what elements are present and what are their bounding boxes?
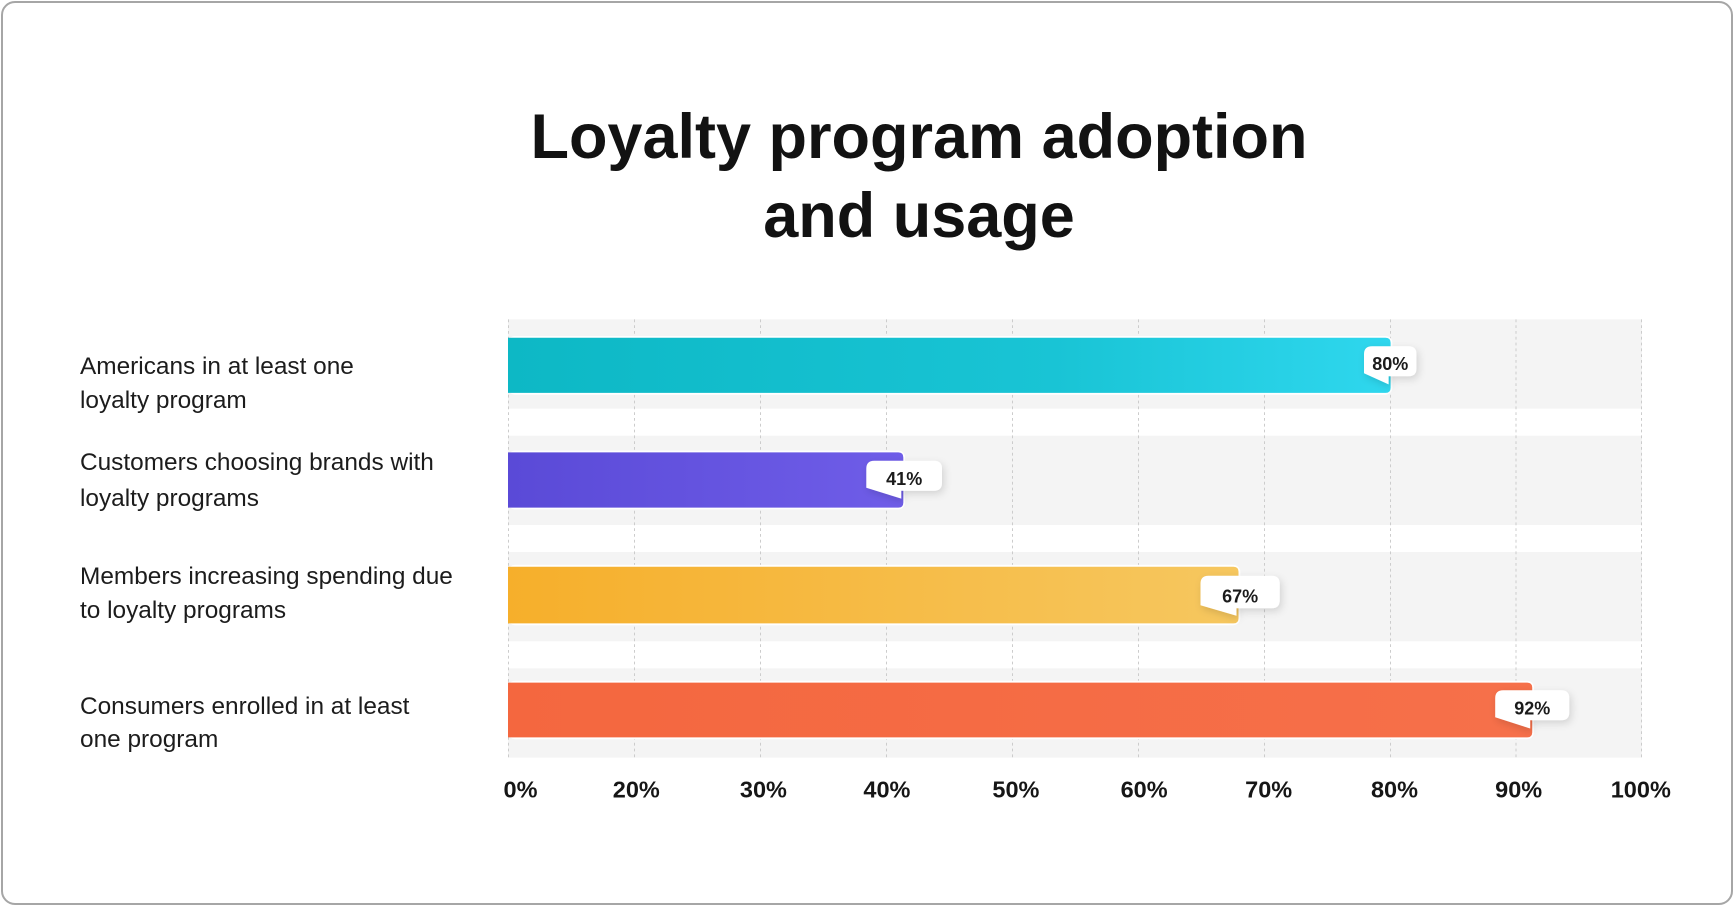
- svg-text:30%: 30%: [740, 777, 787, 803]
- svg-text:40%: 40%: [863, 777, 910, 803]
- svg-text:90%: 90%: [1495, 777, 1542, 803]
- svg-text:20%: 20%: [613, 777, 660, 803]
- svg-text:60%: 60%: [1121, 777, 1168, 803]
- svg-text:41%: 41%: [886, 469, 922, 489]
- svg-text:67%: 67%: [1222, 586, 1258, 606]
- svg-text:100%: 100%: [1611, 777, 1671, 803]
- svg-text:80%: 80%: [1372, 354, 1408, 374]
- svg-text:70%: 70%: [1245, 777, 1292, 803]
- svg-text:50%: 50%: [992, 777, 1039, 803]
- svg-text:80%: 80%: [1371, 777, 1418, 803]
- svg-text:92%: 92%: [1514, 698, 1550, 718]
- svg-text:0%: 0%: [504, 777, 538, 803]
